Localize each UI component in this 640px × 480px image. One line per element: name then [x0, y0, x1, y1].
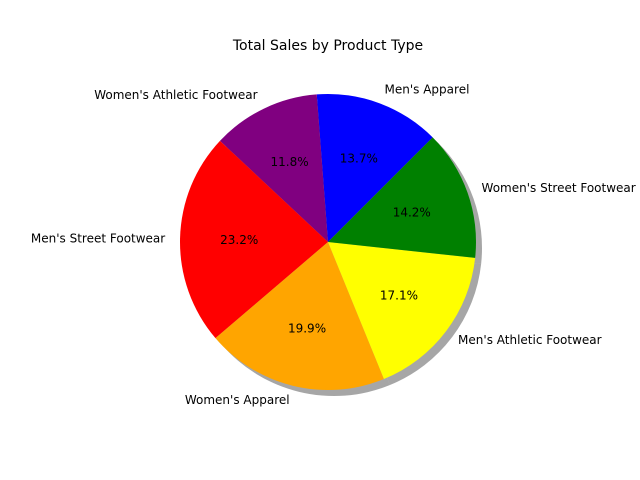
slice-label-women-s-apparel: Women's Apparel [185, 393, 290, 407]
pie-slices [179, 94, 476, 390]
slice-women-s-athletic-footwear [219, 94, 328, 242]
pie-labels: Men's Apparel 13.7% Women's Athletic Footw… [31, 82, 636, 407]
slice-pct-label-men-s-street-footwear: 23.2% [220, 233, 258, 247]
chart-title: Total Sales by Product Type [232, 38, 423, 54]
slice-label-women-s-athletic-footwear: Women's Athletic Footwear [94, 88, 257, 102]
slice-men-s-athletic-footwear [328, 242, 476, 380]
slice-pct-label-women-s-street-footwear: 14.2% [393, 205, 431, 219]
slice-men-s-street-footwear [179, 140, 328, 339]
slice-label-men-s-athletic-footwear: Men's Athletic Footwear [458, 333, 602, 347]
slice-pct-label-men-s-athletic-footwear: 17.1% [380, 288, 418, 302]
slice-pct-label-men-s-apparel: 13.7% [340, 152, 378, 166]
slice-label-men-s-apparel: Men's Apparel [385, 82, 470, 96]
slice-men-s-apparel [316, 94, 433, 243]
slice-pct-label-women-s-apparel: 19.9% [288, 321, 326, 335]
slice-women-s-street-footwear [328, 137, 476, 258]
slice-label-men-s-street-footwear: Men's Street Footwear [31, 231, 165, 245]
slice-label-women-s-street-footwear: Women's Street Footwear [482, 181, 636, 195]
slice-pct-label-women-s-athletic-footwear: 11.8% [271, 155, 309, 169]
slice-women-s-apparel [215, 242, 384, 390]
